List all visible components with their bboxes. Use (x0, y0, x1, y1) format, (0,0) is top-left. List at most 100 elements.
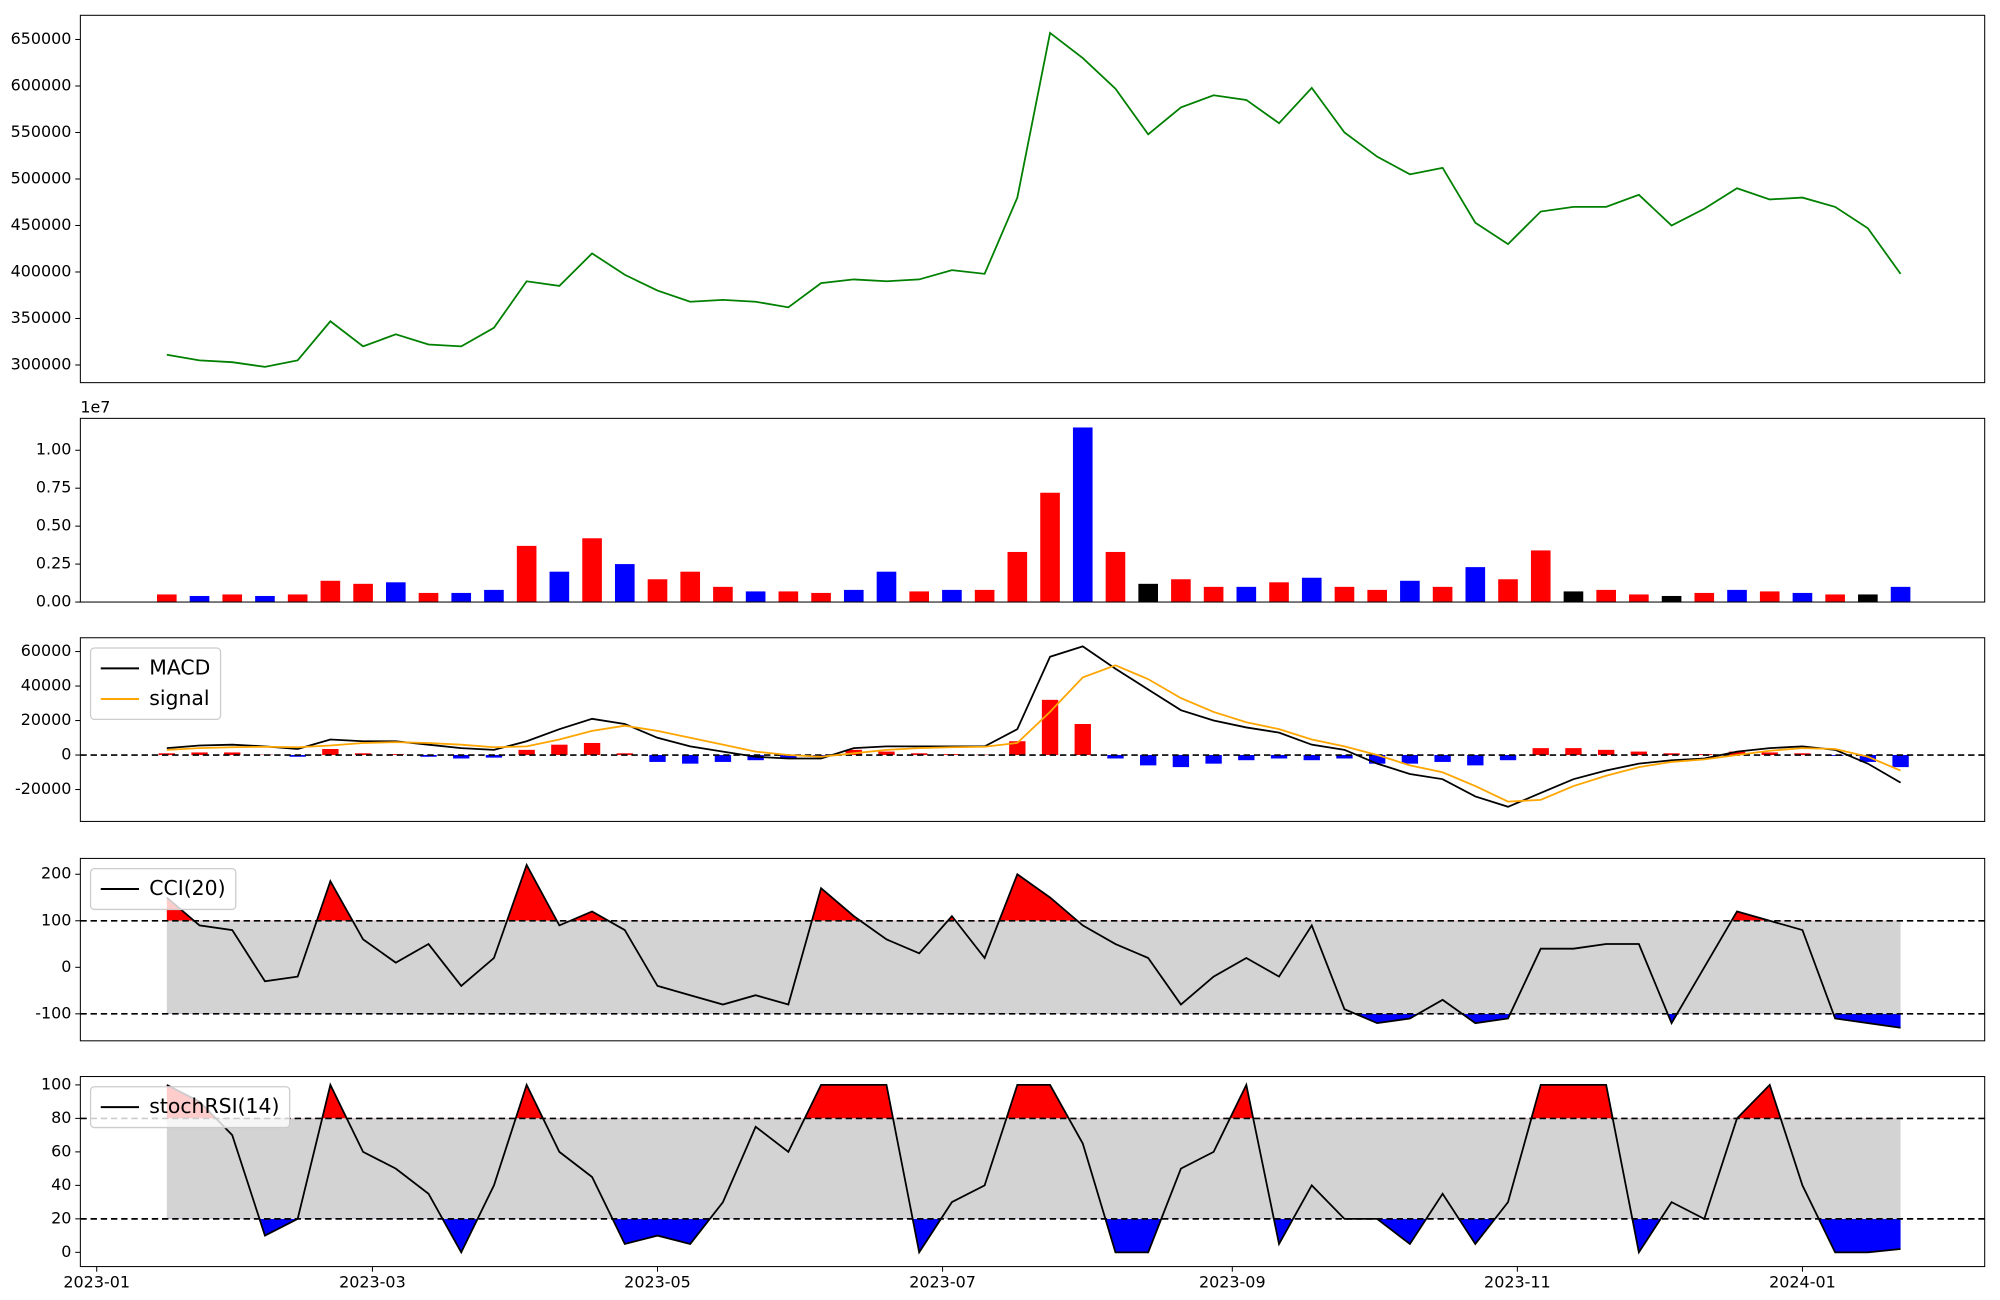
histogram-bar (1597, 749, 1615, 756)
series-line (166, 31, 1902, 368)
bar (255, 595, 275, 603)
series-line (166, 1082, 1901, 1255)
histogram-bar (191, 752, 208, 756)
y-tick-label: -20000 (15, 779, 71, 798)
series-line (166, 645, 1902, 808)
bar (1138, 583, 1159, 603)
axes-frame (79, 637, 1986, 822)
bar (418, 592, 439, 603)
neutral-band (166, 1118, 1901, 1219)
histogram-bar (1499, 755, 1517, 761)
bar (1007, 551, 1028, 603)
plot-area (80, 1082, 1985, 1255)
histogram-bar (289, 755, 306, 757)
axis-offset-label: 1e7 (80, 398, 110, 417)
y-tick-label: 1.00 (36, 440, 71, 459)
bar (1890, 586, 1911, 603)
y-tick-label: -100 (35, 1003, 71, 1022)
histogram-bar (1728, 751, 1746, 756)
y-tick-label: 300000 (11, 354, 72, 373)
bar (549, 571, 570, 603)
bar (1498, 579, 1518, 603)
bar (1269, 582, 1289, 603)
histogram-bar (616, 753, 633, 756)
histogram-bar (682, 755, 699, 764)
histogram-bar (1467, 755, 1484, 766)
bar (1072, 427, 1093, 603)
axes-frame (79, 1076, 1986, 1268)
bar (745, 591, 766, 603)
y-tick-label: 500000 (11, 168, 72, 187)
bar (1792, 592, 1813, 603)
histogram-bar (878, 751, 895, 756)
bar (156, 594, 177, 603)
axes-frame (79, 857, 1986, 1042)
histogram-bar (1892, 755, 1909, 768)
histogram-bar (1074, 723, 1091, 756)
bar (876, 571, 897, 603)
histogram-bar (1303, 755, 1320, 761)
y-tick-label: 20 (51, 1208, 71, 1227)
bar (1694, 592, 1715, 603)
histogram-bar (224, 752, 241, 756)
y-tick-label: 0.75 (36, 478, 71, 497)
bar (1858, 594, 1878, 603)
bar (1400, 580, 1420, 603)
y-tick-label: 100 (41, 910, 71, 929)
bar (811, 592, 831, 603)
histogram-bar (1336, 755, 1353, 759)
histogram-bar (1368, 755, 1386, 764)
histogram-bar (780, 755, 797, 759)
bar (614, 564, 635, 603)
y-tick-label: 400000 (11, 261, 72, 280)
y-tick-label: 60 (51, 1141, 71, 1160)
histogram-bar (354, 753, 372, 756)
bar (843, 589, 864, 603)
legend-box (89, 867, 237, 911)
legend-box (89, 1086, 291, 1129)
y-tick-label: 0 (61, 1242, 71, 1261)
plot-area (80, 645, 1985, 808)
bar (1334, 586, 1355, 603)
histogram-bar (1041, 699, 1059, 756)
threshold-fill (166, 864, 1770, 921)
histogram-bar (1009, 741, 1026, 756)
x-tick-label: 2023-11 (1484, 1273, 1551, 1292)
bar (1367, 589, 1387, 603)
y-tick-label: 40000 (21, 676, 72, 695)
y-tick-label: 40 (51, 1175, 71, 1194)
bar (1171, 579, 1191, 603)
histogram-bar (1663, 753, 1680, 756)
histogram-bar (1761, 752, 1778, 756)
x-tick-label: 2023-09 (1199, 1273, 1266, 1292)
bar (484, 589, 504, 603)
bar (942, 589, 962, 603)
bar (222, 594, 243, 603)
x-tick-label: 2023-03 (339, 1273, 406, 1292)
bar (1040, 492, 1060, 603)
bar (778, 591, 799, 603)
bar (680, 571, 701, 603)
bar (647, 579, 668, 603)
bar (1661, 595, 1682, 603)
bar (320, 580, 341, 603)
x-tick-label: 2023-07 (909, 1273, 976, 1292)
plot-area (80, 862, 1985, 1029)
bar (1530, 550, 1551, 603)
bar (582, 538, 602, 603)
plot-area (166, 31, 1902, 368)
histogram-bar (1532, 748, 1549, 756)
series-line (166, 862, 1901, 1029)
bar (287, 594, 308, 603)
bar (1596, 589, 1616, 603)
bar (1236, 586, 1257, 603)
legend-label: signal (149, 686, 209, 710)
bar (1465, 567, 1486, 603)
neutral-band (166, 920, 1901, 1014)
bar (909, 591, 930, 603)
y-tick-label: 0.25 (36, 554, 71, 573)
y-tick-label: 0.50 (36, 516, 71, 535)
histogram-bar (1434, 755, 1451, 762)
threshold-fill (166, 1218, 1901, 1253)
histogram-bar (649, 755, 666, 762)
